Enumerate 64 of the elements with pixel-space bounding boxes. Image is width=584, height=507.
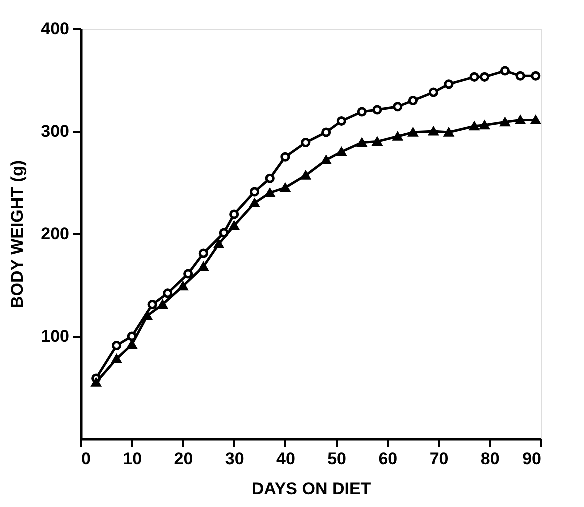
point (214, 240, 224, 249)
point (516, 116, 526, 125)
point (178, 282, 188, 291)
point (408, 128, 418, 137)
point (198, 248, 208, 258)
point (357, 107, 367, 117)
point (444, 128, 454, 137)
point (516, 71, 526, 81)
x-tick-label: 60 (378, 450, 398, 468)
point (480, 72, 490, 82)
point (428, 127, 438, 136)
y-axis-title: BODY WEIGHT (g) (8, 160, 28, 308)
point (393, 102, 403, 112)
point (301, 171, 311, 180)
point (280, 152, 290, 162)
point (184, 269, 194, 279)
point (148, 300, 158, 310)
point (322, 128, 332, 138)
point (372, 105, 382, 115)
point (230, 210, 240, 220)
point (112, 340, 122, 351)
point (470, 122, 480, 131)
point (265, 174, 275, 184)
x-tick-label: 0 (82, 450, 91, 468)
point (301, 138, 311, 148)
point (336, 116, 346, 126)
point (322, 156, 332, 165)
point (408, 96, 418, 106)
point (198, 262, 208, 272)
point (280, 184, 290, 192)
point (230, 221, 240, 230)
x-tick-label: 40 (276, 450, 296, 468)
x-tick-label: 70 (430, 450, 449, 468)
point (92, 378, 102, 387)
point (357, 138, 367, 148)
point (444, 80, 454, 90)
point (531, 116, 541, 125)
x-tick-label: 80 (480, 450, 500, 468)
y-tick-label: 400 (41, 20, 70, 38)
y-tick-label: 200 (41, 224, 70, 244)
x-axis-title: DAYS ON DIET (252, 480, 372, 498)
point (250, 198, 260, 208)
y-tick-label: 300 (41, 122, 70, 141)
point (163, 288, 173, 298)
x-tick-label: 20 (174, 450, 194, 468)
point (393, 132, 403, 141)
point (112, 354, 122, 364)
point (500, 66, 510, 76)
point (480, 121, 490, 130)
point (372, 137, 382, 146)
point (336, 148, 346, 156)
point (500, 118, 510, 127)
x-tick-label: 90 (522, 450, 542, 468)
point (531, 71, 541, 81)
point (158, 300, 168, 310)
y-tick-label: 100 (41, 327, 70, 346)
point (250, 187, 260, 197)
point (127, 340, 137, 350)
x-tick-label: 50 (328, 450, 347, 468)
x-tick-label: 30 (225, 450, 244, 468)
point (428, 88, 438, 98)
point (265, 188, 275, 198)
point (470, 72, 480, 82)
x-tick-label: 10 (123, 450, 142, 468)
